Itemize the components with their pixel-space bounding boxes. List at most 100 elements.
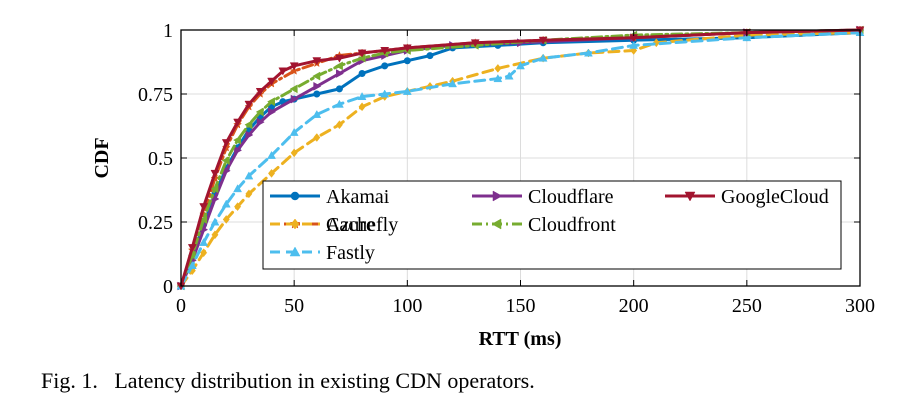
data-point-fastly: [244, 171, 254, 180]
data-point-fastly: [493, 74, 503, 83]
data-point-cloudflare: [268, 107, 277, 117]
legend-entry-googlecloud: GoogleCloud: [665, 186, 829, 208]
legend-label-fastly: Fastly: [326, 242, 375, 264]
data-point-googlecloud: [380, 47, 390, 55]
data-point-cachefly: [358, 102, 366, 112]
legend-label-cachefly: Cachefly: [326, 214, 398, 236]
x-tick-label: 300: [845, 295, 875, 317]
data-point-googlecloud: [538, 36, 548, 45]
data-point-googlecloud: [402, 44, 412, 53]
data-point-cloudflare: [234, 145, 243, 155]
data-point-cloudfront: [289, 84, 298, 94]
data-point-akamai: [403, 57, 411, 65]
data-point-cachefly: [313, 133, 321, 142]
cdf-chart: 0 50 100 150 200 250 300 0 0.25 0.5 0.75 1 RTT (ms)…: [91, 20, 875, 350]
legend-marker-cloudfront: [491, 218, 502, 230]
tick-layer: 0 50 100 150 200 250 300 0 0.25 0.5 0.75 1: [138, 20, 875, 317]
data-point-cloudfront: [312, 71, 321, 81]
data-point-googlecloud: [289, 62, 299, 71]
data-point-googlecloud: [335, 54, 344, 63]
y-tick-label: 0: [163, 276, 173, 298]
legend-label-cloudflare: Cloudflare: [528, 186, 614, 208]
data-point-akamai: [313, 90, 321, 98]
data-point-fastly: [448, 79, 458, 88]
data-point-fastly: [629, 40, 639, 49]
y-tick-label: 0.25: [138, 212, 173, 234]
series-line-fastly: [179, 31, 862, 288]
x-tick-label: 200: [619, 295, 649, 317]
data-point-cloudflare: [256, 117, 265, 127]
data-point-googlecloud: [187, 244, 197, 253]
caption-text: Latency distribution in existing CDN ope…: [114, 368, 535, 393]
data-point-cloudfront: [267, 97, 275, 107]
data-point-googlecloud: [244, 100, 254, 109]
legend-entry-akamai: Akamai: [270, 186, 390, 208]
data-point-cloudfront: [199, 215, 208, 224]
x-tick-label: 150: [506, 295, 536, 317]
data-point-googlecloud: [210, 169, 220, 178]
data-point-fastly: [335, 99, 344, 108]
data-point-cachefly: [222, 215, 230, 224]
data-point-googlecloud: [267, 77, 276, 86]
data-point-cloudfront: [255, 107, 264, 117]
data-point-fastly: [233, 184, 243, 193]
data-point-googlecloud: [312, 57, 322, 66]
data-point-cachefly: [290, 148, 298, 158]
legend: Akamai Cloudflare GoogleCloud Azure Cloudfro…: [262, 180, 842, 270]
data-point-cloudfront: [210, 184, 219, 194]
data-point-fastly: [199, 237, 209, 246]
data-point-googlecloud: [357, 49, 367, 58]
data-point-cloudfront: [221, 156, 230, 165]
data-point-cachefly: [200, 248, 208, 258]
data-point-fastly: [187, 261, 197, 269]
data-point-cachefly: [494, 63, 502, 73]
data-point-cloudflare: [290, 94, 299, 104]
data-point-fastly: [380, 89, 390, 98]
data-point-fastly: [583, 48, 593, 57]
legend-marker-cachefly: [290, 218, 300, 230]
data-point-akamai: [381, 62, 389, 70]
legend-marker-fastly: [289, 246, 301, 257]
data-point-cloudflare: [335, 69, 344, 78]
legend-entry-fastly: Fastly: [270, 242, 375, 264]
legend-marker-akamai: [290, 191, 300, 201]
data-point-cloudfront: [244, 120, 253, 130]
y-tick-label: 1: [163, 20, 173, 42]
x-tick-label: 100: [392, 295, 422, 317]
data-point-cachefly: [268, 168, 276, 178]
data-point-fastly: [221, 199, 231, 208]
data-point-googlecloud: [470, 39, 480, 48]
data-point-fastly: [742, 33, 752, 42]
series-fastly: [176, 28, 865, 290]
y-tick-label: 0.5: [148, 148, 173, 170]
data-point-azure: [289, 66, 299, 75]
caption-label: Fig. 1.: [41, 368, 98, 393]
legend-entry-cloudfront: Cloudfront: [472, 214, 616, 236]
data-point-fastly: [357, 92, 367, 101]
x-axis-label: RTT (ms): [479, 328, 562, 350]
data-point-akamai: [335, 85, 343, 93]
data-point-cachefly: [234, 202, 242, 212]
data-point-fastly: [504, 71, 514, 80]
data-point-cloudflare: [211, 194, 220, 204]
data-point-cachefly: [335, 120, 343, 130]
data-point-cachefly: [652, 38, 660, 48]
data-point-fastly: [312, 109, 322, 118]
data-point-cachefly: [211, 230, 219, 240]
data-point-fastly: [402, 86, 412, 95]
legend-entry-cachefly: Cachefly: [270, 214, 398, 236]
data-point-googlecloud: [233, 118, 243, 127]
legend-label-cloudfront: Cloudfront: [528, 214, 616, 236]
figure-caption: Fig. 1. Latency distribution in existing…: [41, 368, 535, 394]
legend-marker-googlecloud: [684, 191, 696, 202]
data-point-cloudfront: [233, 135, 242, 145]
data-point-fastly: [516, 61, 525, 70]
data-point-cachefly: [245, 189, 253, 199]
data-point-cloudflare: [313, 81, 322, 91]
data-point-cloudfront: [334, 61, 343, 71]
legend-label-azure: Azure: [326, 214, 375, 236]
legend-box: [262, 180, 842, 270]
data-point-fastly: [267, 150, 276, 159]
data-point-akamai: [358, 70, 366, 78]
